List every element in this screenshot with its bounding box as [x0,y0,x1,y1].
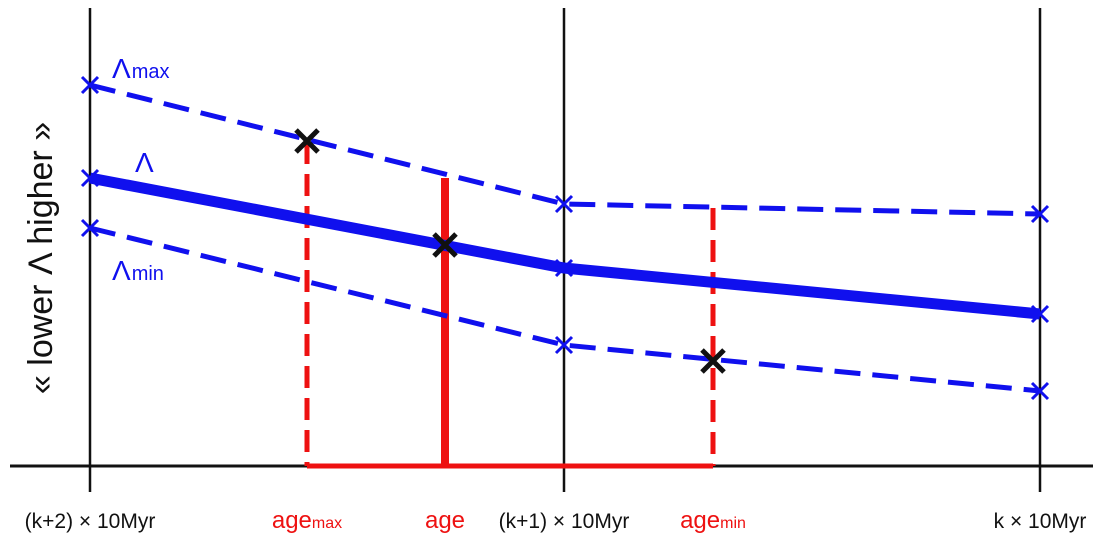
lambda-max-label: Λmax [112,53,170,84]
lambda-min-curve [89,225,1041,394]
blue-cross-icon [1030,304,1050,324]
lambda-max-curve [89,82,1041,217]
tick-label-k2: (k+2) × 10Myr [25,510,156,533]
age-max-label: agemax [272,507,342,534]
tick-label-k1: (k+1) × 10Myr [499,510,630,533]
black-cross-icon [294,128,320,154]
blue-cross-icon [80,218,100,238]
blue-cross-icon [1030,204,1050,224]
black-cross-icon [432,232,458,258]
y-axis-title: « lower Λ higher » [22,122,60,394]
black-cross-icon [700,348,726,374]
blue-cross-icon [80,75,100,95]
blue-cross-icon [1030,381,1050,401]
age-label: age [425,507,465,534]
blue-cross-icon [80,168,100,188]
blue-cross-icon [554,258,574,278]
tick-label-k: k × 10Myr [994,510,1087,533]
blue-cross-icon [554,335,574,355]
age-min-label: agemin [680,507,746,534]
lambda-min-label: Λmin [112,255,164,286]
blue-cross-icon [554,194,574,214]
lambda-label: Λ [135,147,154,178]
